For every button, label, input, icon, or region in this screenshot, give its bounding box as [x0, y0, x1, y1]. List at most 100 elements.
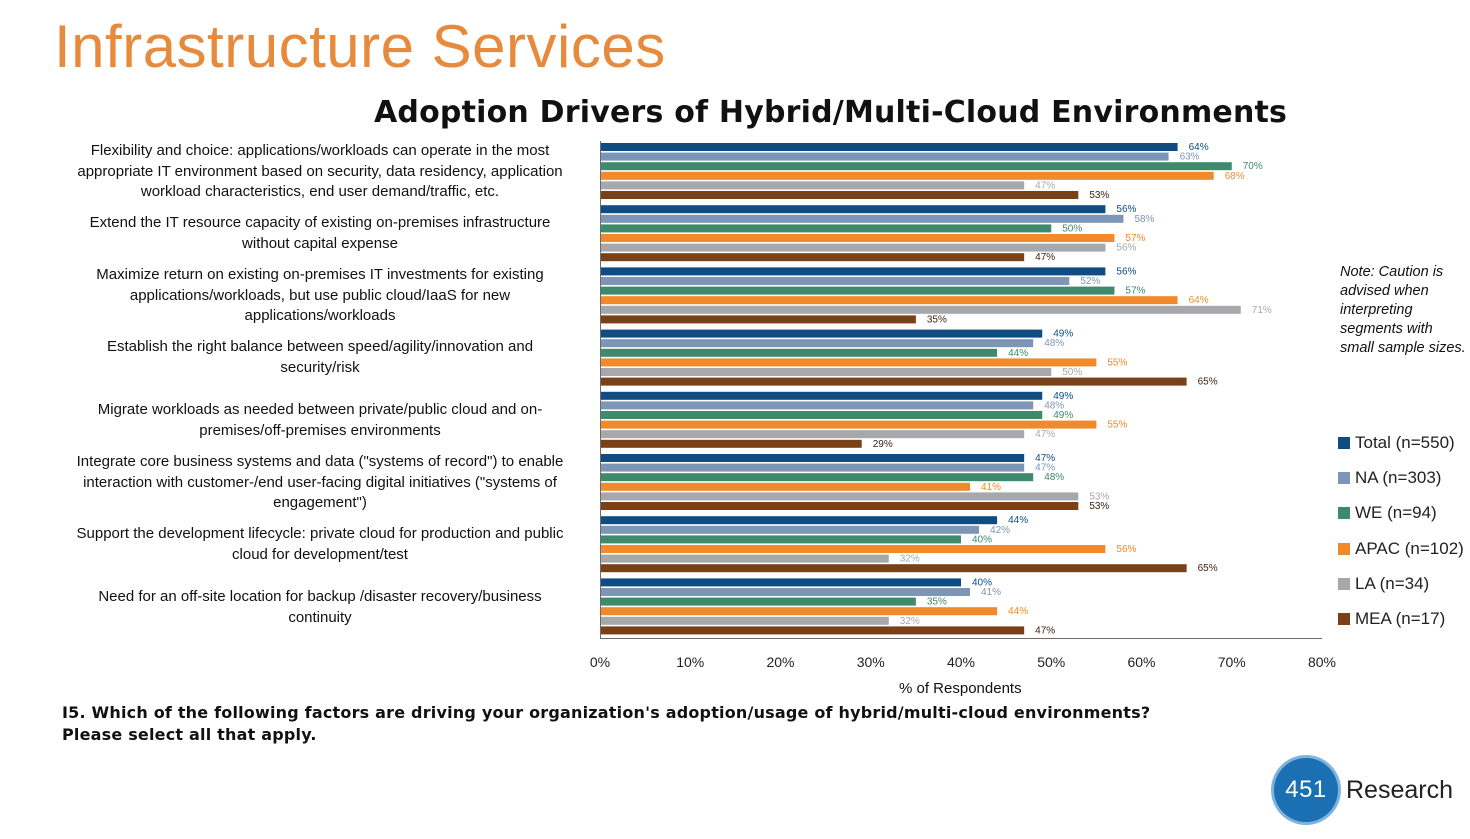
451-research-logo: 451 Research — [1272, 756, 1468, 832]
data-label: 65% — [1198, 377, 1218, 388]
bar — [601, 391, 1043, 400]
bar — [601, 234, 1115, 242]
bar — [601, 516, 998, 525]
chart-title: Adoption Drivers of Hybrid/Multi-Cloud E… — [374, 95, 1288, 130]
data-label: 50% — [1062, 223, 1082, 234]
bar — [601, 411, 1043, 419]
bar — [601, 214, 1124, 223]
data-label: 64% — [1189, 142, 1209, 153]
data-label: 57% — [1125, 233, 1145, 244]
category-label-line: continuity — [288, 608, 352, 626]
data-label: 55% — [1107, 420, 1127, 431]
bar — [601, 191, 1079, 199]
data-label: 41% — [981, 587, 1001, 598]
data-label: 53% — [1089, 501, 1109, 512]
bar — [601, 607, 998, 616]
category-label-line: Extend the IT resource capacity of exist… — [89, 214, 551, 231]
survey-question: I5. Which of the following factors are d… — [62, 702, 1150, 746]
legend-label: WE (n=94) — [1355, 503, 1437, 523]
bar — [601, 368, 1052, 376]
data-label: 50% — [1062, 367, 1082, 378]
category-label-line: cloud for development/test — [232, 545, 408, 563]
x-tick-label: 80% — [1308, 654, 1336, 670]
data-label: 47% — [1035, 252, 1055, 263]
legend-swatch — [1338, 507, 1350, 520]
category-label-line: Support the development lifecycle: priva… — [76, 525, 564, 542]
category-label-line: Integrate core business systems and data… — [76, 453, 564, 470]
bar — [601, 358, 1097, 367]
legend-swatch — [1338, 613, 1350, 626]
data-label: 47% — [1035, 453, 1055, 464]
data-label: 35% — [927, 314, 947, 325]
bar — [601, 315, 916, 324]
category-label: Migrate workloads as needed between priv… — [56, 400, 584, 441]
bar — [601, 181, 1025, 190]
category-label-line: applications/workloads — [244, 307, 396, 324]
category-label-line: Maximize return on existing on-premises … — [96, 266, 544, 283]
legend-label: Total (n=550) — [1355, 432, 1455, 452]
bar — [601, 152, 1169, 161]
bar — [601, 171, 1214, 180]
logo-word: Research — [1346, 776, 1453, 804]
data-label: 44% — [1008, 348, 1028, 359]
data-label: 41% — [981, 482, 1001, 493]
caution-note: Note: Caution is advised when interpreti… — [1340, 264, 1466, 356]
data-label: 44% — [1008, 606, 1028, 617]
bar — [601, 143, 1178, 151]
bar — [601, 377, 1187, 386]
bar — [601, 430, 1025, 439]
bar — [601, 482, 971, 491]
bar — [601, 502, 1079, 510]
data-label: 32% — [900, 616, 920, 627]
bar — [601, 286, 1115, 295]
data-label: 53% — [1089, 190, 1109, 201]
bar — [601, 348, 998, 357]
data-label: 55% — [1107, 357, 1127, 368]
x-tick-label: 10% — [676, 654, 704, 670]
category-label-line: Migrate workloads as needed between priv… — [97, 401, 543, 418]
data-label: 56% — [1116, 266, 1136, 277]
bar — [601, 473, 1034, 482]
data-label: 56% — [1116, 243, 1136, 254]
data-label: 48% — [1044, 338, 1064, 349]
category-label-line: interaction with customer-/end user-faci… — [83, 473, 557, 491]
legend-item: APAC (n=102) — [1338, 531, 1464, 566]
legend-label: APAC (n=102) — [1355, 538, 1464, 558]
data-label: 49% — [1053, 391, 1073, 402]
category-label: Establish the right balance between spee… — [56, 337, 584, 378]
bar — [601, 243, 1106, 252]
bar — [601, 205, 1106, 214]
data-label: 40% — [972, 577, 992, 588]
chart-legend: Total (n=550) NA (n=303) WE (n=94) APAC (n=… — [1338, 425, 1464, 637]
bar — [601, 305, 1241, 314]
category-label-line: engagement") — [273, 494, 367, 511]
data-label: 48% — [1044, 400, 1064, 411]
legend-label: NA (n=303) — [1355, 467, 1442, 487]
category-label-line: Establish the right balance between spee… — [106, 338, 534, 355]
bar — [601, 588, 971, 596]
bar — [601, 578, 961, 587]
data-label: 52% — [1080, 276, 1100, 287]
bar — [601, 339, 1034, 348]
data-label: 68% — [1225, 171, 1245, 182]
category-label-line: security/risk — [280, 358, 360, 376]
legend-item: LA (n=34) — [1338, 566, 1464, 601]
bar — [601, 564, 1187, 573]
data-label: 56% — [1116, 544, 1136, 555]
category-label-line: Flexibility and choice: applications/wor… — [90, 142, 550, 159]
bar — [601, 267, 1106, 276]
logo-number: 451 — [1285, 776, 1327, 803]
data-label: 56% — [1116, 204, 1136, 215]
logo-circle-icon — [1274, 758, 1338, 822]
data-label: 48% — [1044, 472, 1064, 483]
bar — [601, 554, 889, 563]
legend-label: LA (n=34) — [1355, 573, 1430, 593]
data-label: 40% — [972, 534, 992, 545]
legend-item: MEA (n=17) — [1338, 601, 1464, 636]
category-label-line: premises/off-premises environments — [199, 421, 441, 439]
legend-swatch — [1338, 436, 1350, 449]
data-label: 32% — [900, 554, 920, 565]
bar — [601, 545, 1106, 553]
bar — [601, 492, 1079, 501]
